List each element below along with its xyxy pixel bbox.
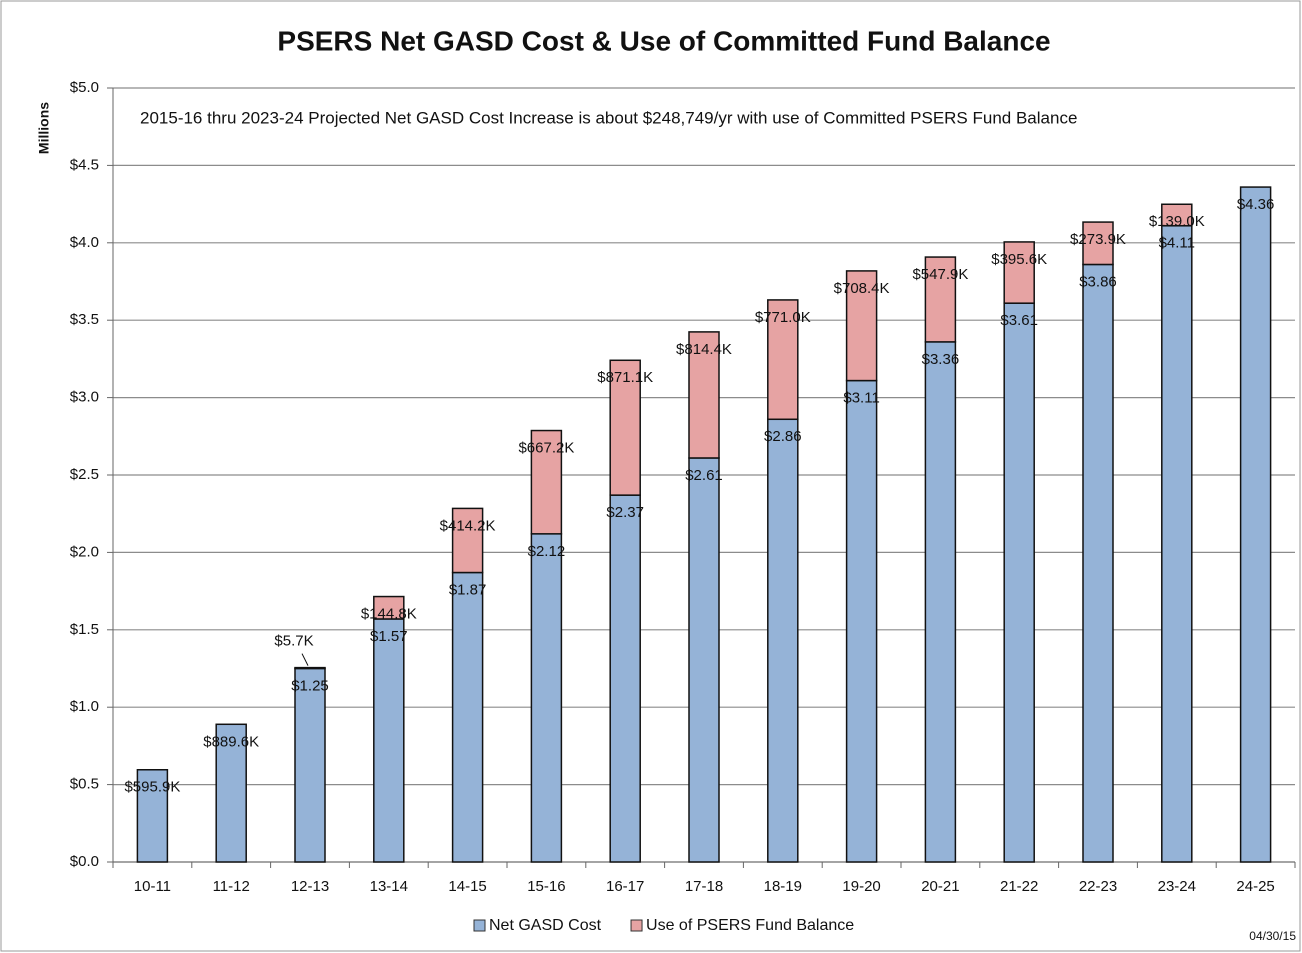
bar-segment (688, 331, 720, 459)
bar-segment (845, 270, 878, 382)
data-label: $889.6K (203, 733, 259, 750)
legend-swatch (630, 919, 643, 932)
bar-segment (136, 769, 169, 863)
bar-segment (1082, 221, 1114, 266)
bar-segment (1003, 241, 1035, 304)
bar-segment (767, 299, 799, 421)
data-label: $4.36 (1237, 196, 1275, 213)
bar-segment (1161, 203, 1193, 227)
bar-segment (373, 618, 405, 863)
x-tick-label: 11-12 (213, 878, 250, 895)
bar-segment (845, 379, 878, 863)
bar-segment (609, 359, 641, 496)
legend-label: Use of PSERS Fund Balance (646, 917, 854, 934)
y-tick-label: $2.0 (70, 543, 99, 560)
bar-segment (1082, 263, 1114, 863)
data-label: $667.2K (518, 440, 574, 457)
x-tick-label: 22-23 (1079, 878, 1117, 895)
y-tick-label: $5.0 (70, 79, 99, 96)
x-tick-label: 21-22 (1000, 878, 1038, 895)
data-label: $1.57 (370, 628, 408, 645)
data-label: $139.0K (1149, 213, 1205, 230)
data-label: $547.9K (912, 266, 968, 283)
data-label: $3.86 (1079, 273, 1117, 290)
data-label: $144.8K (361, 606, 417, 623)
y-tick-label: $1.0 (70, 698, 99, 715)
label-leader (301, 653, 309, 666)
x-tick-label: 16-17 (606, 878, 644, 895)
x-tick-label: 24-25 (1236, 878, 1274, 895)
legend-swatch (473, 919, 486, 932)
bar-segment (1003, 302, 1035, 863)
bar-segment (609, 494, 641, 863)
data-label: $2.37 (606, 504, 644, 521)
annotation: 2015-16 thru 2023-24 Projected Net GASD … (140, 108, 1077, 127)
x-tick-label: 13-14 (370, 878, 408, 895)
data-label: $1.87 (449, 581, 487, 598)
data-label: $3.61 (1000, 312, 1038, 329)
data-label: $273.9K (1070, 231, 1126, 248)
bar-segment (924, 341, 957, 863)
y-axis-label: Millions (36, 102, 52, 154)
bar-segment (373, 595, 405, 620)
y-tick-label: $3.5 (70, 311, 99, 328)
x-tick-label: 10-11 (134, 878, 171, 895)
bar-segment (451, 507, 484, 574)
data-label: $771.0K (755, 309, 811, 326)
bar-segment (215, 723, 247, 863)
y-tick-label: $0.0 (70, 853, 99, 870)
x-tick-label: 15-16 (527, 878, 565, 895)
data-label: $5.7K (274, 633, 313, 650)
y-tick-label: $2.5 (70, 466, 99, 483)
legend-label: Net GASD Cost (489, 917, 602, 934)
data-label: $2.86 (764, 428, 802, 445)
data-label: $2.12 (528, 543, 566, 560)
bar-segment (767, 418, 799, 863)
x-tick-label: 14-15 (448, 878, 486, 895)
x-tick-label: 17-18 (685, 878, 723, 895)
bar-segment (530, 533, 563, 863)
data-label: $395.6K (991, 251, 1047, 268)
x-tick-label: 19-20 (842, 878, 880, 895)
x-tick-label: 18-19 (764, 878, 802, 895)
y-tick-label: $3.0 (70, 389, 99, 406)
x-tick-label: 12-13 (291, 878, 329, 895)
bar-segment (530, 429, 563, 535)
footnote: 04/30/15 (1249, 929, 1296, 943)
y-tick-label: $1.5 (70, 621, 99, 638)
x-tick-label: 23-24 (1158, 878, 1196, 895)
data-label: $1.25 (291, 677, 329, 694)
chart-title: PSERS Net GASD Cost & Use of Committed F… (277, 25, 1050, 56)
data-label: $595.9K (124, 779, 180, 796)
data-label: $2.61 (685, 467, 723, 484)
data-label: $414.2K (440, 517, 496, 534)
bar-segment (1161, 225, 1193, 863)
y-tick-label: $4.0 (70, 234, 99, 251)
data-label: $4.11 (1159, 235, 1195, 252)
data-label: $3.11 (843, 390, 879, 407)
data-label: $871.1K (597, 369, 653, 386)
bar-segment (688, 457, 720, 863)
x-tick-label: 20-21 (921, 878, 959, 895)
y-tick-label: $4.5 (70, 156, 99, 173)
bar-segment (451, 571, 484, 863)
bar-segment (294, 667, 326, 863)
data-label: $708.4K (834, 280, 890, 297)
bar-segment (294, 666, 326, 670)
data-label: $3.36 (922, 351, 960, 368)
bar-segment (924, 256, 957, 343)
y-tick-label: $0.5 (70, 776, 99, 793)
data-label: $814.4K (676, 341, 732, 358)
bar-segment (1239, 186, 1272, 863)
